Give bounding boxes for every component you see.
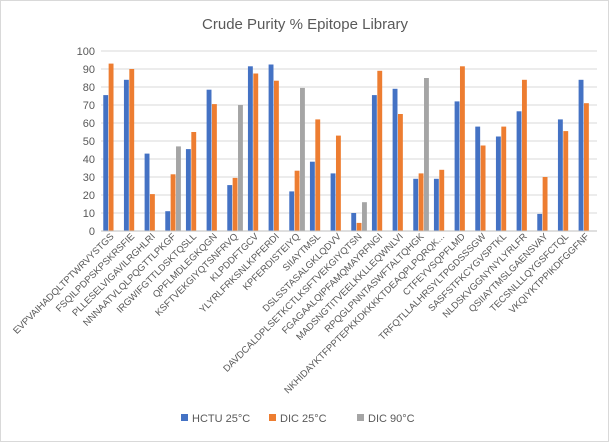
y-axis-ticks: 0 10 20 30 40 50 60 70 80 90 100 [77,46,95,238]
bar-2-2 [129,69,135,231]
legend-label: HCTU 25°C [192,413,250,425]
bar-3-16 [424,78,429,231]
bar-2-17 [439,169,445,231]
bar-1-7 [227,185,233,231]
bar-1-20 [495,136,501,231]
y-tick-label: 20 [83,190,95,202]
bar-1-16 [413,178,419,231]
bar-1-1 [103,95,109,231]
bar-2-18 [459,66,465,231]
y-tick-label: 10 [83,208,95,220]
bar-1-14 [371,95,377,231]
y-tick-label: 100 [77,46,95,58]
legend-swatch [269,414,276,421]
bar-2-1 [108,63,114,231]
bar-1-17 [433,178,439,231]
bar-2-8 [253,73,259,231]
bar-3-4 [176,146,181,231]
gridlines [101,50,597,214]
bar-3-10 [300,87,305,232]
bar-2-4 [170,174,176,231]
bar-1-3 [144,153,150,231]
bar-1-15 [392,88,398,231]
bar-1-2 [123,79,129,231]
bar-1-18 [454,101,460,232]
bar-2-5 [191,132,197,231]
bar-2-11 [315,119,321,231]
bar-2-13 [356,222,362,231]
legend-swatch [357,414,364,421]
legend-label: DIC 90°C [368,413,415,425]
bar-2-23 [563,131,569,231]
y-tick-label: 0 [89,226,95,238]
bar-1-19 [475,126,481,231]
bar-2-21 [521,79,527,231]
bar-1-21 [516,111,522,231]
bar-3-13 [362,202,367,231]
bar-2-12 [335,135,341,231]
legend-swatch [181,414,188,421]
chart-title: Crude Purity % Epitope Library [202,16,408,33]
y-tick-label: 50 [83,136,95,148]
y-tick-label: 90 [83,64,95,76]
legend-label: DIC 25°C [280,413,327,425]
bar-1-24 [578,79,584,231]
bar-1-4 [165,211,171,231]
bar-1-12 [330,173,336,231]
bar-1-13 [351,213,357,231]
bar-2-9 [273,80,279,231]
bar-2-19 [480,145,486,231]
legend: HCTU 25°C DIC 25°C DIC 90°C [181,413,415,425]
category-labels: EVPVAIHADQLTPTWRVYSTGSFSQILPDPSKPSKRSFIE… [11,231,592,396]
y-tick-label: 30 [83,172,95,184]
bar-1-9 [268,64,274,231]
bar-1-11 [309,161,315,231]
y-tick-label: 40 [83,154,95,166]
bar-2-6 [211,104,217,231]
bars [103,63,589,232]
bar-3-7 [238,105,243,231]
bar-1-22 [537,213,543,231]
bar-1-23 [557,119,563,231]
bar-2-3 [149,194,155,231]
bar-2-20 [501,126,507,231]
y-tick-label: 60 [83,118,95,130]
y-tick-label: 80 [83,82,95,94]
category-label: PLLESELVIGAVILRGHLRI [70,231,157,318]
bar-1-6 [206,89,212,231]
bar-2-10 [294,170,300,231]
bar-2-14 [377,70,383,231]
bar-2-16 [418,173,424,231]
bar-1-5 [185,149,191,231]
bar-1-8 [247,66,253,231]
bar-2-15 [397,114,403,231]
bar-2-7 [232,177,238,231]
bar-1-10 [289,191,295,231]
y-tick-label: 70 [83,100,95,112]
bar-2-24 [583,103,589,231]
bar-2-22 [542,177,548,231]
